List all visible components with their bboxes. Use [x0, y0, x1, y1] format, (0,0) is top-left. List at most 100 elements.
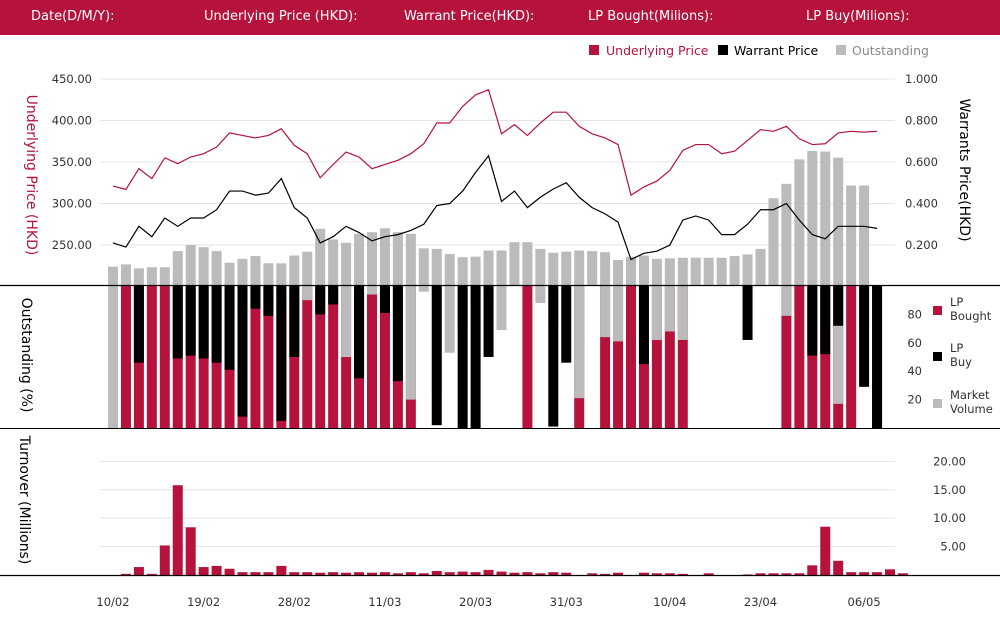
turnover-bar — [794, 573, 805, 575]
outstanding-bar — [483, 250, 494, 285]
turnover-bar — [289, 572, 300, 575]
y-tick-right: 1.000 — [905, 72, 938, 86]
outstanding-bar — [392, 232, 403, 285]
outstanding-bar — [677, 257, 688, 285]
lp-buy-bar — [742, 286, 753, 340]
turnover-bar — [496, 571, 507, 575]
market-volume-bar — [302, 286, 313, 301]
turnover-bar — [548, 572, 559, 575]
outstanding-axis-title: Outstanding (%) — [18, 298, 34, 413]
legend-lp-bought-swatch — [933, 306, 942, 315]
legend-warrant: Warrant Price — [734, 43, 819, 58]
lp-bought-bar — [626, 286, 636, 428]
lp-bought-bar — [367, 286, 377, 428]
turnover-bar — [405, 572, 416, 575]
outstanding-bar — [768, 198, 779, 285]
turnover-bar — [367, 572, 377, 575]
outstanding-bar — [444, 253, 455, 285]
lp-bought-bar — [315, 286, 326, 428]
turnover-bar — [897, 573, 908, 575]
lp-buy-bar — [859, 286, 870, 387]
x-tick: 10/02 — [96, 595, 129, 609]
lp-buy-bar — [263, 286, 274, 316]
lp-buy-bar — [431, 286, 442, 426]
turnover-bar — [250, 572, 261, 575]
lp-buy-bar — [379, 286, 390, 313]
warrant-price-label: Warrant Price(HKD): — [404, 9, 535, 24]
outstanding-bar — [807, 151, 818, 285]
turnover-bar — [146, 573, 157, 575]
market-volume-bar — [833, 286, 844, 404]
turnover-bar — [133, 567, 144, 575]
legend-outstanding: Outstanding — [852, 43, 929, 58]
outstanding-bar — [716, 257, 727, 285]
y-tick-left: 250.00 — [52, 238, 92, 252]
lp-buy-bar — [224, 286, 235, 370]
outstanding-bar — [626, 256, 636, 285]
outstanding-bar — [198, 247, 209, 285]
market-volume-bar — [341, 286, 352, 357]
outstanding-bar — [522, 242, 533, 285]
lp-bought-bar — [820, 286, 831, 428]
outstanding-bar — [341, 242, 352, 285]
lp-buy-bar — [133, 286, 144, 363]
turnover-bar — [846, 572, 857, 575]
turnover-bar — [120, 573, 131, 575]
outstanding-bar — [315, 228, 326, 285]
outstanding-bar — [302, 251, 313, 285]
lp-buy-bar — [470, 286, 481, 428]
turnover-bar — [651, 573, 662, 575]
y-tick-left: 400.00 — [52, 114, 92, 128]
warrant-price-line — [112, 154, 878, 261]
x-tick: 23/04 — [744, 595, 777, 609]
outstanding-bar — [224, 262, 235, 285]
turnover-bar — [600, 573, 611, 575]
outstanding-bar — [237, 258, 248, 285]
turnover-bar — [276, 565, 287, 575]
legend-warrant-swatch — [718, 45, 728, 55]
market-volume-bar — [496, 286, 507, 331]
turnover-bar — [807, 565, 818, 575]
turnover-bar — [418, 573, 429, 575]
outstanding-bar — [846, 185, 857, 285]
lp-buy-bar — [807, 286, 818, 356]
outstanding-bar — [457, 257, 468, 285]
market-volume-bar — [444, 286, 455, 353]
lp-bought-bar — [613, 286, 624, 428]
lp-bought-bar — [379, 286, 390, 428]
outstanding-bar — [470, 256, 481, 285]
lp-bought-bar — [159, 286, 170, 428]
outstanding-bar — [600, 252, 611, 285]
market-volume-bar — [664, 286, 675, 332]
turnover-bar — [833, 560, 844, 575]
outstanding-bar — [496, 250, 507, 285]
lp-buy-bar — [638, 286, 649, 365]
outstanding-bar — [276, 263, 287, 285]
percentage-bars — [108, 286, 883, 428]
lp-bought-bar — [250, 286, 261, 428]
header-bar: Date(D/M/Y): Underlying Price (HKD): War… — [0, 0, 1000, 35]
lp-bought-label: LP Bought(Milions): — [588, 9, 714, 24]
price-lines — [112, 88, 878, 261]
turnover-bar — [392, 573, 403, 575]
legend-lp-buy: LP Buy — [950, 341, 972, 369]
lp-buy-bar — [250, 286, 261, 309]
turnover-bar — [509, 572, 520, 575]
lp-buy-bar — [392, 286, 403, 382]
lp-buy-bar — [276, 286, 287, 421]
lp-bought-bar — [781, 286, 792, 428]
turnover-bar — [379, 572, 390, 575]
outstanding-bar — [574, 250, 585, 285]
lp-buy-bar — [820, 286, 831, 355]
warrant-chart: Underlying Price Warrant Price Outstandi… — [0, 43, 1000, 609]
turnover-bar — [859, 572, 870, 575]
outstanding-bar — [651, 258, 662, 285]
outstanding-bar — [133, 268, 144, 285]
y-tick-right: 0.600 — [905, 155, 938, 169]
y-tick-pct: 40 — [907, 364, 922, 378]
turnover-bar — [742, 574, 753, 575]
outstanding-bar — [172, 251, 183, 285]
turnover-bar — [263, 572, 274, 575]
y-axis-left-title: Underlying Price (HKD) — [23, 95, 39, 256]
lp-buy-bar — [237, 286, 248, 417]
